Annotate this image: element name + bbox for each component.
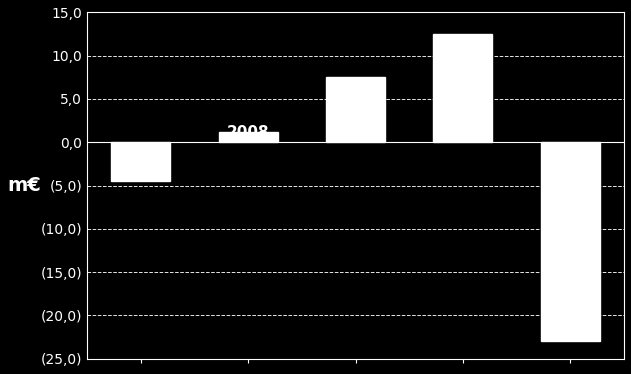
Text: 2008: 2008 [227,125,269,140]
Bar [433,34,492,142]
Bar [219,132,278,142]
Bar [112,142,170,181]
Y-axis label: m€: m€ [7,176,40,195]
Text: 2010: 2010 [442,125,484,140]
Bar [541,142,599,341]
Text: 2009: 2009 [334,125,377,140]
Bar [326,77,385,142]
